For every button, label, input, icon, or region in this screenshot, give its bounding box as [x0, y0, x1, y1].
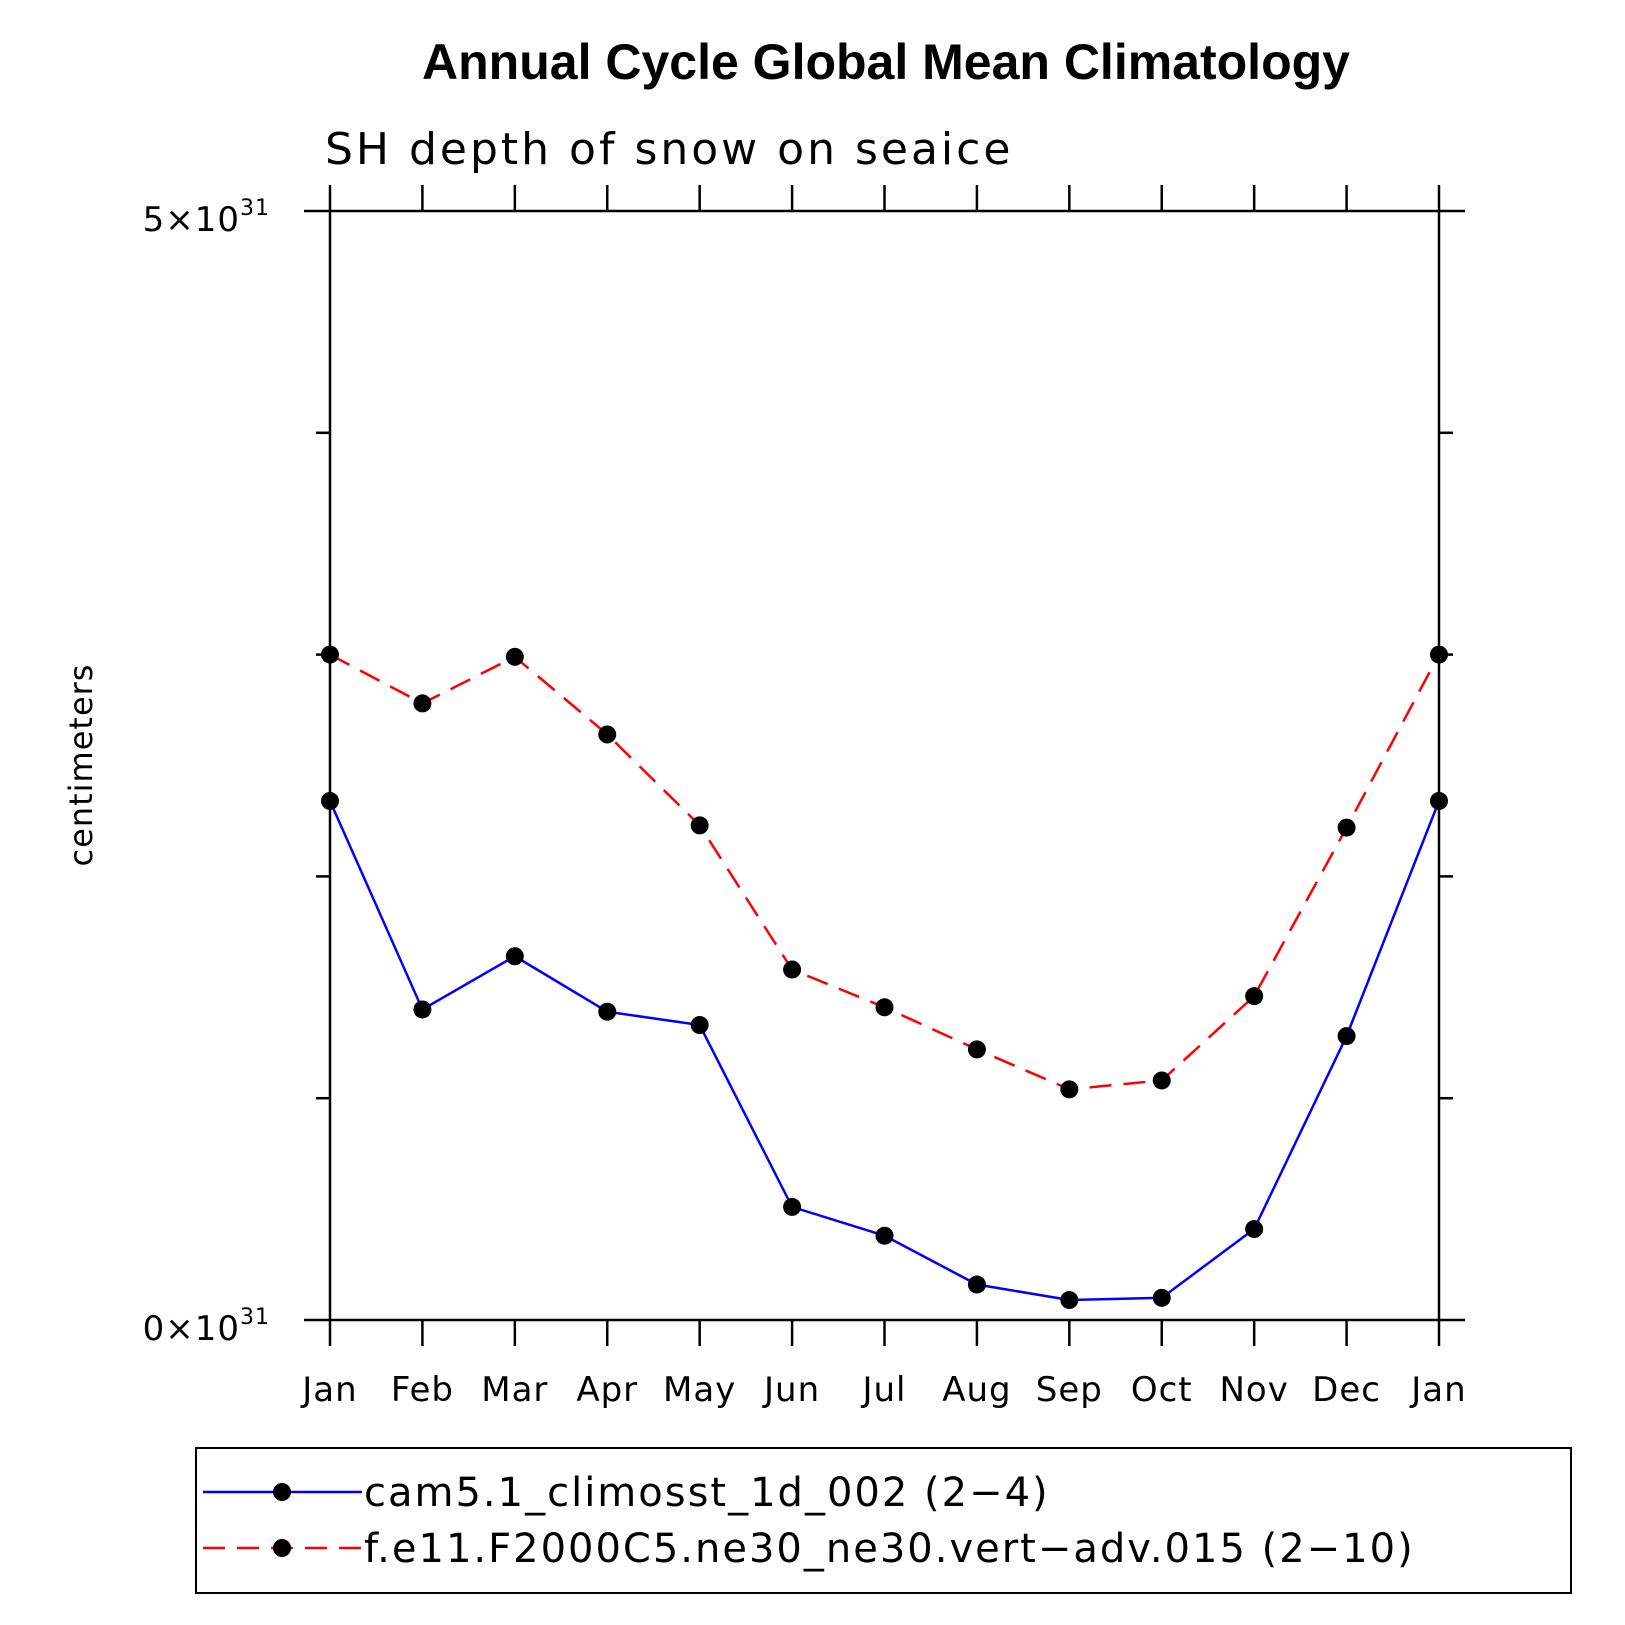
data-point-series-2 — [598, 725, 617, 744]
legend-box — [195, 1447, 1572, 1594]
data-point-series-1 — [690, 1016, 709, 1035]
data-point-series-1 — [598, 1002, 617, 1021]
x-tick-label: Feb — [391, 1370, 454, 1410]
y-tick-label-max: 5×1031 — [143, 196, 270, 240]
x-tick-labels: Jan Feb Mar Apr May Jun Jul Aug Sep Oct Nov Dec Jan — [300, 1370, 1466, 1410]
data-point-series-1 — [967, 1275, 986, 1294]
x-tick-label: Jun — [762, 1370, 820, 1410]
data-point-series-1 — [413, 1000, 432, 1019]
x-tick-label: Sep — [1036, 1370, 1103, 1410]
series-lines — [328, 653, 1441, 1302]
data-point-series-2 — [413, 694, 432, 713]
data-point-series-1 — [1337, 1027, 1356, 1046]
x-tick-label: Nov — [1219, 1370, 1288, 1410]
data-point-series-2 — [690, 816, 709, 835]
data-point-series-2 — [1337, 818, 1356, 837]
legend-marker-series-2 — [273, 1539, 291, 1557]
data-point-series-2 — [1430, 645, 1448, 664]
axis-ticks — [304, 185, 1465, 1346]
x-tick-label: Apr — [576, 1370, 638, 1410]
data-point-series-2 — [1060, 1080, 1079, 1099]
x-tick-label: Aug — [942, 1370, 1011, 1410]
data-point-series-1 — [1245, 1220, 1264, 1239]
legend-label-series-1: cam5.1_climosst_1d_002 (2−4) — [364, 1470, 1050, 1516]
data-point-series-2 — [967, 1040, 986, 1059]
legend-label-series-2: f.e11.F2000C5.ne30_ne30.vert−adv.015 (2−… — [364, 1526, 1415, 1572]
data-point-series-1 — [1060, 1291, 1079, 1310]
chart-subtitle: SH depth of snow on seaice — [325, 124, 1013, 175]
x-tick-label: Mar — [481, 1370, 548, 1410]
series-line-1 — [328, 800, 1441, 1302]
x-tick-label: Oct — [1131, 1370, 1193, 1410]
series-line-2 — [329, 653, 1441, 1091]
legend-marker-series-1 — [273, 1483, 291, 1501]
plot-frame — [328, 209, 1441, 1322]
data-point-series-2 — [875, 998, 894, 1017]
x-tick-label: Dec — [1312, 1370, 1381, 1410]
chart-title: Annual Cycle Global Mean Climatology — [422, 34, 1350, 90]
x-tick-label: Jan — [1409, 1370, 1466, 1410]
data-point-series-2 — [1152, 1071, 1171, 1090]
y-axis-label: centimeters — [62, 664, 100, 867]
data-point-series-1 — [1430, 791, 1448, 810]
data-point-series-1 — [321, 791, 339, 810]
data-point-series-1 — [1152, 1288, 1171, 1307]
x-tick-label: Jul — [860, 1370, 906, 1410]
data-point-series-1 — [783, 1197, 802, 1216]
data-point-series-1 — [505, 947, 524, 966]
legend: cam5.1_climosst_1d_002 (2−4) f.e11.F2000C… — [203, 1470, 1415, 1572]
data-point-series-2 — [783, 960, 802, 979]
data-point-series-2 — [321, 645, 339, 664]
x-tick-label: Jan — [300, 1370, 357, 1410]
data-point-series-1 — [875, 1226, 894, 1245]
data-point-series-2 — [1245, 987, 1264, 1006]
y-tick-label-min: 0×1031 — [143, 1305, 270, 1349]
data-point-series-2 — [505, 647, 524, 666]
x-tick-label: May — [663, 1370, 736, 1410]
series-markers — [321, 645, 1448, 1310]
